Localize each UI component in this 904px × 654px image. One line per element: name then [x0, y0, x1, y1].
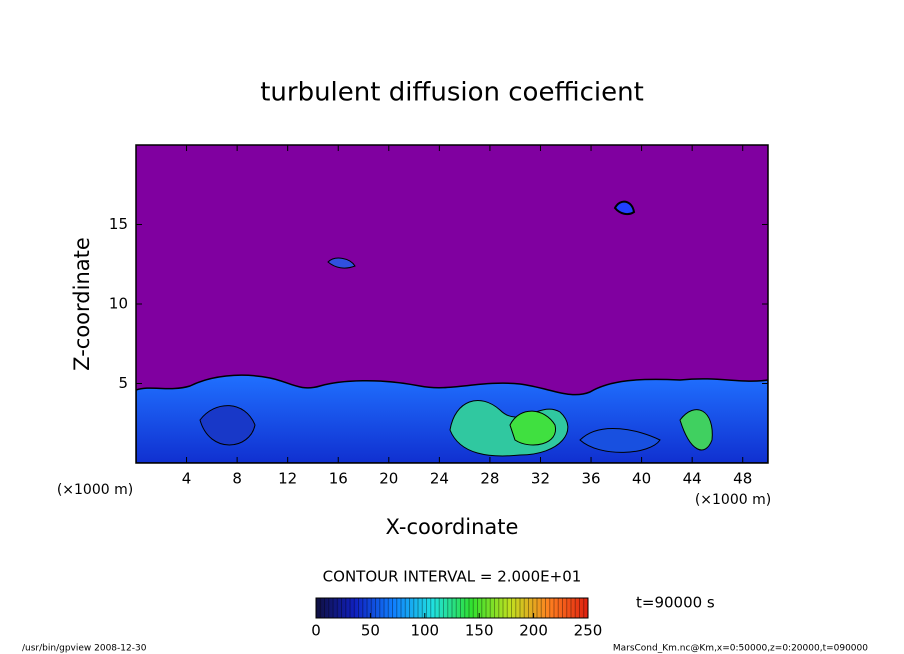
x-tick-label: 12 [278, 470, 297, 488]
x-axis-label: X-coordinate [386, 515, 519, 539]
chart-title: turbulent diffusion coefficient [260, 78, 644, 108]
x-unit: (×1000 m) [57, 482, 133, 498]
x-tick-label: 16 [329, 470, 348, 488]
y-tick-label: 5 [118, 374, 128, 392]
time-label: t=90000 s [636, 594, 715, 612]
x-tick-label: 8 [232, 470, 242, 488]
field [136, 200, 768, 463]
contour-interval: CONTOUR INTERVAL = 2.000E+01 [323, 568, 582, 586]
footer-left: /usr/bin/gpview 2008-12-30 [22, 644, 147, 654]
y-tick-label: 10 [109, 295, 128, 313]
colorbar-tick-label: 200 [519, 622, 548, 640]
x-tick-label: 28 [480, 470, 499, 488]
footer-right: MarsCond_Km.nc@Km,x=0:50000,z=0:20000,t=… [613, 644, 868, 654]
x-tick-label: 44 [683, 470, 702, 488]
x-unit: (×1000 m) [695, 492, 771, 508]
x-tick-label: 36 [581, 470, 600, 488]
y-axis-label: Z-coordinate [70, 237, 94, 371]
eddy [327, 257, 356, 269]
eddy [613, 200, 636, 216]
x-tick-label: 48 [733, 470, 752, 488]
eddy [199, 405, 256, 446]
x-tick-label: 4 [182, 470, 192, 488]
colorbar-tick-label: 0 [311, 622, 321, 640]
colorbar-tick-label: 250 [574, 622, 603, 640]
x-tick-label: 24 [430, 470, 449, 488]
colorbar [315, 597, 589, 619]
colorbar-tick-label: 100 [410, 622, 439, 640]
colorbar-tick-label: 50 [361, 622, 380, 640]
eddy [579, 427, 661, 453]
y-tick-label: 15 [109, 215, 128, 233]
eddy [509, 410, 556, 446]
colorbar-tick-label: 150 [465, 622, 494, 640]
eddy [679, 409, 713, 451]
x-tick-label: 20 [379, 470, 398, 488]
x-tick-label: 40 [632, 470, 651, 488]
x-tick-label: 32 [531, 470, 550, 488]
